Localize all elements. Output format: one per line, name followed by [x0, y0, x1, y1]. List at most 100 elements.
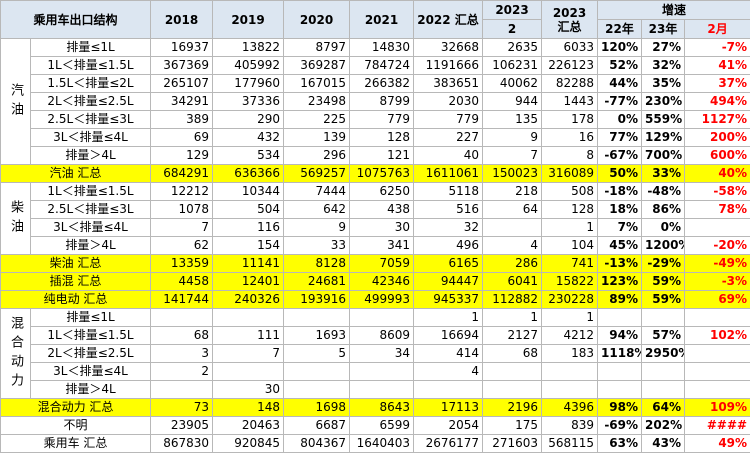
cell: 2023 汇总 [541, 0, 599, 39]
cell: 1L＜排量≤1.5L [29, 182, 152, 201]
row: 排量＞4L 129 534 296 121 40 7 8 -67% 700% 600% [1, 146, 750, 165]
cell: 369287 [283, 56, 351, 75]
row: 混合动力 汇总 73 148 1698 8643 17113 2196 4396 98% 64% 1… [0, 398, 750, 417]
cell: #### [684, 416, 750, 435]
cell: 乘用车 汇总 [0, 434, 152, 453]
cell: 227 [413, 128, 484, 147]
cell: 86% [641, 200, 686, 219]
cell: 1075763 [349, 164, 415, 183]
cell: 7059 [349, 254, 415, 273]
cell: 111 [212, 326, 285, 345]
cell: 341 [349, 236, 415, 255]
cell: 3L＜排量≤4L [29, 362, 152, 381]
cell: 1118% [597, 344, 643, 363]
cell: 2030 [413, 92, 484, 111]
cell [212, 308, 285, 327]
cell: -69% [597, 416, 643, 435]
cell: 414 [413, 344, 484, 363]
row: 2.5L＜排量≤3L 389 290 225 779 779 135 178 0% 559% 112… [1, 110, 750, 129]
cell: 116 [212, 218, 285, 237]
cell: 82288 [541, 74, 599, 93]
cell: 2127 [482, 326, 543, 345]
cell: -13% [597, 254, 643, 273]
cell: 784724 [349, 56, 415, 75]
cell: 2676177 [413, 434, 484, 453]
cell: 867830 [150, 434, 214, 453]
row: 1L＜排量≤1.5L 367369 405992 369287 784724 119166… [1, 56, 750, 75]
cell: 499993 [349, 290, 415, 309]
row: 2L＜排量≤2.5L 34291 37336 23498 8799 2030 944 1443… [1, 92, 750, 111]
cell: 9 [482, 128, 543, 147]
cell: 15822 [541, 272, 599, 291]
cell: 20463 [212, 416, 285, 435]
cell: 167015 [283, 74, 351, 93]
cell: 插混 汇总 [0, 272, 152, 291]
cell: 8609 [349, 326, 415, 345]
cell: 600% [684, 146, 750, 165]
cell [597, 380, 643, 399]
cell: 1693 [283, 326, 351, 345]
cell: 129 [150, 146, 214, 165]
cell: 636366 [212, 164, 285, 183]
cell: 7% [597, 218, 643, 237]
cell: 183 [541, 344, 599, 363]
cell: 240326 [212, 290, 285, 309]
cell: 225 [283, 110, 351, 129]
cell: 265107 [150, 74, 214, 93]
cell [641, 380, 686, 399]
cell: 7 [482, 146, 543, 165]
cell: 排量＞4L [29, 380, 152, 399]
cell: 0% [597, 110, 643, 129]
cell: 3 [150, 344, 214, 363]
cell: 2 [150, 362, 214, 381]
cell: 排量≤1L [29, 38, 152, 57]
row: 插混 汇总 4458 12401 24681 42346 94447 6041 15822 12… [0, 272, 750, 291]
cell: 37336 [212, 92, 285, 111]
cell: 150023 [482, 164, 543, 183]
cell: 23905 [150, 416, 214, 435]
cell: 193916 [283, 290, 351, 309]
cell: 94447 [413, 272, 484, 291]
cell: 2L＜排量≤2.5L [29, 92, 152, 111]
cell: 230228 [541, 290, 599, 309]
cell: 35% [641, 74, 686, 93]
cell: 2635 [482, 38, 543, 57]
cell: 6033 [541, 38, 599, 57]
cell: 920845 [212, 434, 285, 453]
cell: 14830 [349, 38, 415, 57]
cell: 4458 [150, 272, 214, 291]
cell: 1443 [541, 92, 599, 111]
cell: 13359 [150, 254, 214, 273]
cell: 5118 [413, 182, 484, 201]
cell: 34 [349, 344, 415, 363]
cell: 52% [597, 56, 643, 75]
cell: 804367 [283, 434, 351, 453]
cell: 8797 [283, 38, 351, 57]
cell: 642 [283, 200, 351, 219]
cell: 2020 [283, 0, 351, 39]
cell: 不明 [0, 416, 152, 435]
cell: 59% [641, 272, 686, 291]
cell: 16 [541, 128, 599, 147]
cell: -58% [684, 182, 750, 201]
cell: 120% [597, 38, 643, 57]
cell: 148 [212, 398, 285, 417]
row: 汽油 汇总 684291 636366 569257 1075763 1611061 150… [0, 164, 750, 183]
cell: 44% [597, 74, 643, 93]
cell: 9 [283, 218, 351, 237]
cell: 202% [641, 416, 686, 435]
cell: 64 [482, 200, 543, 219]
cell: 700% [641, 146, 686, 165]
cell: 2950% [641, 344, 686, 363]
cell: 乘用车出口结构 [0, 0, 152, 39]
cell: 3L＜排量≤4L [29, 128, 152, 147]
cell: 1 [541, 218, 599, 237]
cell: 11141 [212, 254, 285, 273]
cell: 17113 [413, 398, 484, 417]
cell: 383651 [413, 74, 484, 93]
cell: 69 [150, 128, 214, 147]
cell: 367369 [150, 56, 214, 75]
cell: 1 [413, 308, 484, 327]
cell: 98% [597, 398, 643, 417]
cell: 2.5L＜排量≤3L [29, 110, 152, 129]
